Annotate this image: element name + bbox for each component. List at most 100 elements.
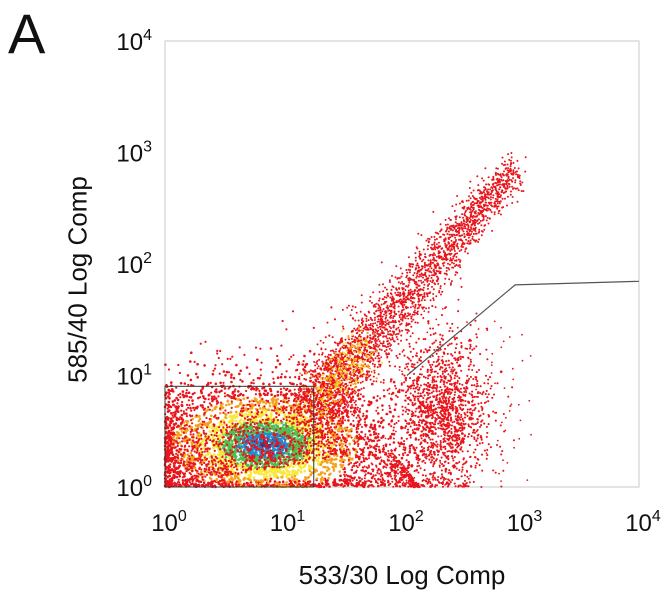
event-dot (235, 363, 238, 367)
event-dot (242, 451, 245, 454)
event-dot (188, 481, 191, 484)
event-dot (349, 423, 353, 426)
event-dot (302, 415, 305, 419)
event-dot (247, 477, 250, 481)
event-dot (267, 462, 270, 465)
event-dot (236, 476, 240, 480)
event-dot (332, 434, 335, 437)
event-dot (245, 459, 248, 462)
event-dot (302, 455, 305, 458)
event-dot (198, 466, 201, 469)
event-dot (211, 429, 215, 432)
event-dot (190, 454, 194, 457)
event-dot (291, 310, 295, 313)
event-dot (193, 408, 196, 412)
event-dot (225, 468, 228, 471)
event-dot (283, 444, 286, 447)
event-dot (254, 399, 257, 403)
event-dot (249, 418, 252, 421)
event-dot (309, 441, 312, 444)
event-dot (305, 459, 308, 462)
event-dot (303, 464, 307, 468)
event-dot (290, 426, 294, 430)
event-dot (176, 398, 180, 402)
event-dot (200, 447, 203, 450)
event-dot (223, 481, 226, 485)
event-dot (255, 455, 259, 459)
event-dot (170, 446, 174, 450)
event-dot (423, 440, 427, 443)
event-dot (190, 419, 193, 422)
event-dot (237, 433, 240, 436)
event-dot (371, 328, 375, 332)
event-dot (267, 454, 270, 457)
event-dot (285, 416, 288, 419)
event-dot (267, 424, 270, 427)
event-dot (245, 366, 249, 369)
event-dot (183, 483, 186, 487)
event-dot (213, 390, 216, 393)
event-dot (218, 426, 221, 429)
event-dot (200, 463, 203, 466)
event-dot (300, 441, 303, 444)
event-dot (325, 482, 329, 485)
event-dot (303, 469, 307, 473)
event-dot (377, 477, 380, 481)
event-dot (188, 457, 191, 460)
event-dot (213, 459, 217, 462)
event-dot (231, 419, 234, 423)
event-dot (329, 472, 332, 476)
event-dot (168, 465, 172, 469)
event-dot (224, 395, 227, 398)
event-dot (181, 437, 184, 440)
event-dot (271, 424, 275, 428)
event-dot (183, 464, 186, 467)
event-dot (288, 358, 291, 361)
event-dot (462, 230, 465, 233)
event-dot (282, 427, 286, 431)
event-dot (176, 444, 179, 448)
event-dot (304, 445, 307, 448)
event-dot (307, 467, 311, 470)
event-dot (239, 462, 243, 466)
event-dot (299, 421, 302, 424)
event-dot (258, 377, 261, 380)
event-dot (407, 256, 410, 259)
event-dot (390, 378, 393, 381)
event-dot (200, 426, 203, 429)
event-dot (293, 477, 296, 481)
event-dot (197, 396, 200, 400)
event-dot (284, 396, 288, 400)
event-dot (413, 313, 416, 316)
event-dot (304, 442, 307, 445)
event-dot (344, 444, 347, 447)
event-dot (216, 349, 219, 352)
event-dot (278, 414, 281, 417)
event-dot (230, 400, 233, 403)
event-dot (416, 275, 419, 277)
event-dot (342, 417, 345, 420)
event-dot (211, 426, 214, 430)
event-dot (191, 402, 194, 405)
event-dot (181, 393, 185, 397)
event-dot (245, 421, 248, 425)
event-dot (170, 469, 173, 472)
event-dot (317, 483, 321, 487)
event-dot (280, 475, 284, 479)
event-dot (381, 404, 384, 407)
event-dot (269, 347, 273, 350)
event-dot (328, 485, 331, 488)
event-dot (319, 477, 323, 481)
event-dot (233, 459, 236, 462)
event-dot (236, 473, 240, 476)
event-dot (229, 436, 232, 439)
event-dot (250, 447, 253, 450)
event-dot (301, 363, 305, 366)
event-dot (203, 407, 207, 410)
event-dot (240, 471, 243, 474)
event-dot (339, 347, 342, 350)
event-dot (246, 468, 249, 472)
event-dot (400, 456, 404, 460)
event-dot (274, 365, 278, 369)
